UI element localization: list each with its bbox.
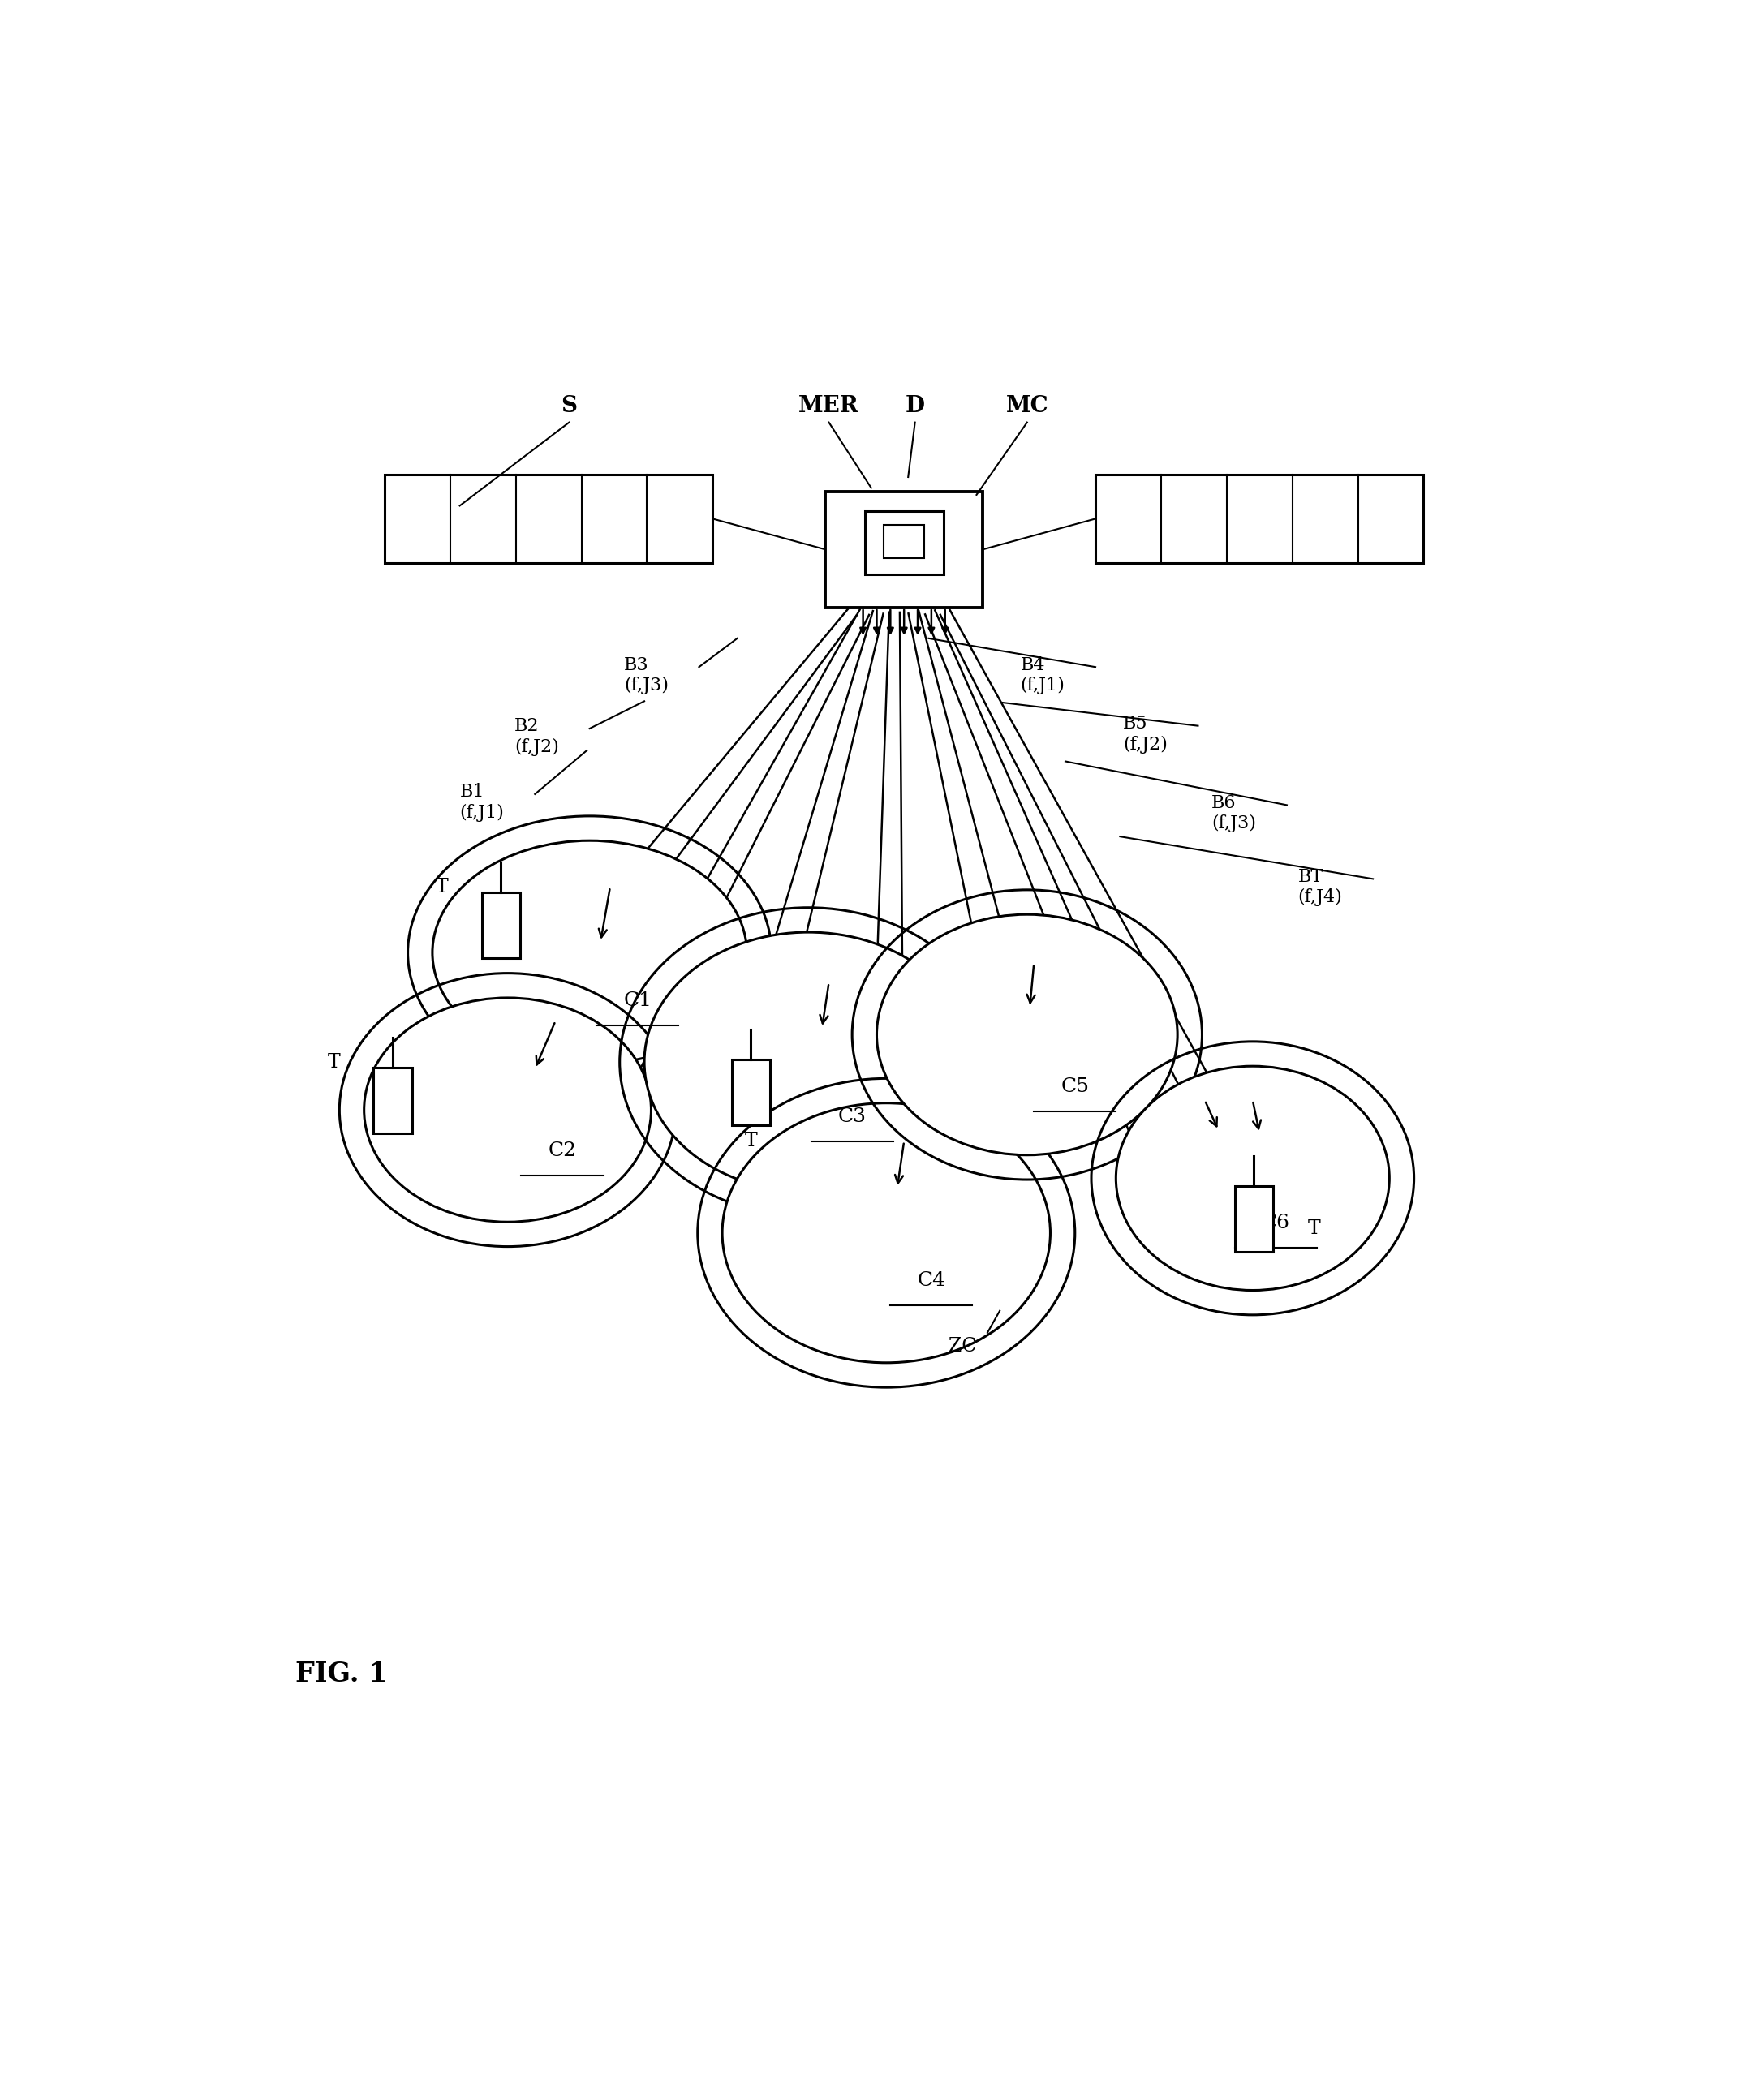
- Text: B5
(f,J2): B5 (f,J2): [1124, 714, 1168, 754]
- Text: B1
(f,J1): B1 (f,J1): [460, 783, 505, 822]
- Bar: [732, 1059, 771, 1125]
- Text: D: D: [905, 394, 924, 417]
- Text: T: T: [1307, 1219, 1321, 1237]
- Text: S: S: [561, 394, 577, 417]
- Ellipse shape: [877, 913, 1178, 1154]
- Text: B4
(f,J1): B4 (f,J1): [1020, 656, 1065, 695]
- Text: T: T: [436, 878, 448, 897]
- Bar: [1095, 473, 1424, 563]
- Bar: [374, 1067, 413, 1133]
- Text: MC: MC: [1005, 394, 1048, 417]
- Text: BT
(f,J4): BT (f,J4): [1298, 868, 1342, 907]
- Text: C1: C1: [623, 990, 651, 1009]
- Ellipse shape: [644, 932, 972, 1192]
- Bar: [864, 511, 944, 575]
- Text: B3
(f,J3): B3 (f,J3): [624, 656, 669, 695]
- Ellipse shape: [721, 1102, 1050, 1362]
- Text: C3: C3: [838, 1107, 866, 1125]
- Text: B2
(f,J2): B2 (f,J2): [515, 718, 559, 756]
- Bar: [1235, 1185, 1274, 1252]
- Bar: [826, 492, 983, 608]
- Text: C5: C5: [1060, 1077, 1088, 1096]
- Text: C4: C4: [917, 1271, 946, 1289]
- Text: B6
(f,J3): B6 (f,J3): [1212, 793, 1256, 832]
- Text: C2: C2: [549, 1142, 577, 1160]
- Ellipse shape: [363, 999, 651, 1223]
- Text: FIG. 1: FIG. 1: [296, 1661, 388, 1688]
- Ellipse shape: [432, 841, 746, 1065]
- Text: ZC: ZC: [949, 1337, 977, 1356]
- Bar: [884, 525, 924, 558]
- Bar: [385, 473, 713, 563]
- Text: T: T: [328, 1053, 340, 1071]
- Bar: [482, 893, 520, 959]
- Ellipse shape: [1117, 1067, 1390, 1291]
- Text: C6: C6: [1261, 1214, 1289, 1233]
- Text: MER: MER: [799, 394, 859, 417]
- Text: T: T: [744, 1131, 757, 1150]
